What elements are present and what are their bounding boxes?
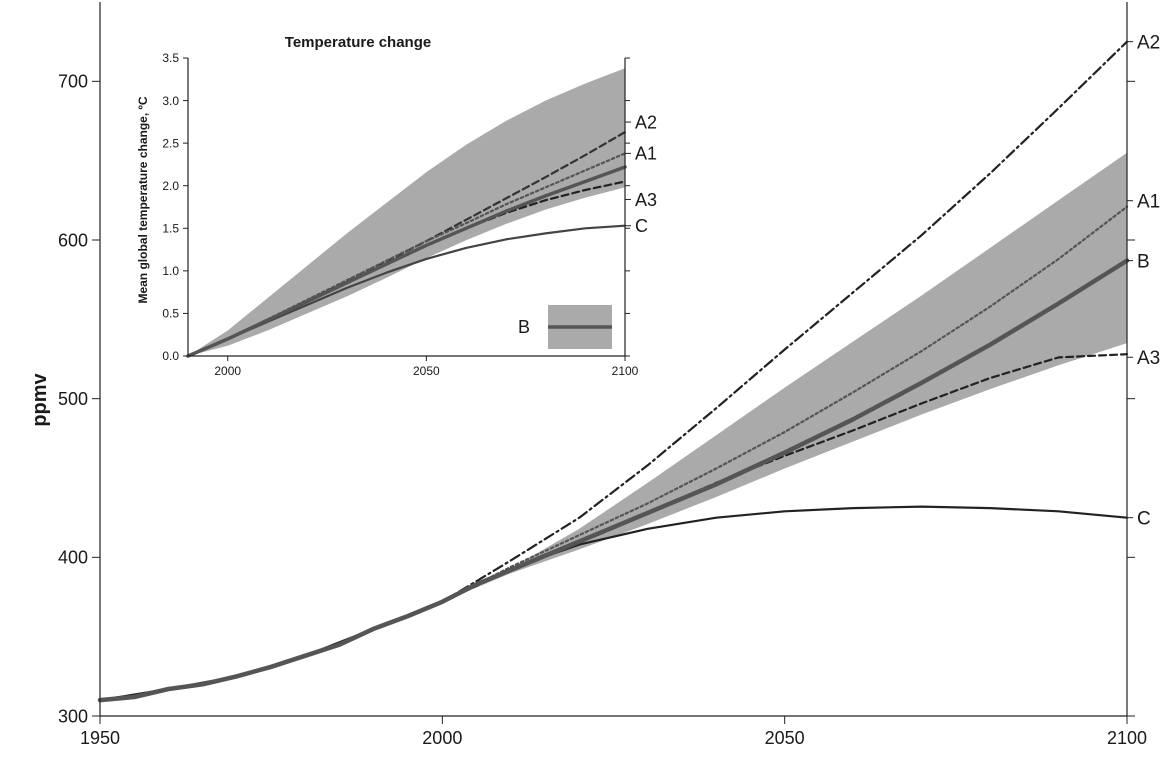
inset-series-b-line	[186, 165, 627, 358]
main-end-labels: A2 A1 B A3 C	[1127, 32, 1160, 529]
x-tick-label: 2000	[422, 728, 462, 748]
y-tick-label: 400	[58, 548, 88, 568]
end-label-b: B	[1137, 251, 1150, 272]
legend-label: B	[518, 317, 530, 337]
inset-y-tick-label: 2.0	[162, 179, 179, 193]
inset-y-tick-label: 3.5	[162, 51, 179, 65]
main-ticks: 300 400 500 600 700 1950 2000 2050 2100	[58, 72, 1147, 748]
y-tick-label: 500	[58, 389, 88, 409]
band-area	[442, 152, 1127, 602]
inset-end-label-a1: A1	[635, 144, 657, 164]
inset-x-tick-label: 2000	[214, 364, 241, 378]
inset-series-group	[186, 131, 627, 358]
inset-x-tick-label: 2050	[413, 364, 440, 378]
inset-y-tick-label: 1.5	[162, 221, 179, 235]
inset-end-label-c: C	[635, 216, 648, 236]
inset-y-tick-label: 2.5	[162, 136, 179, 150]
inset-ticks: 0.0 0.5 1.0 1.5 2.0 2.5 3.0 3.5 2000 2050 2100	[162, 51, 638, 378]
inset-y-tick-label: 0.0	[162, 349, 179, 363]
x-tick-label: 2050	[765, 728, 805, 748]
inset-end-label-a2: A2	[635, 112, 657, 132]
inset-y-tick-label: 3.0	[162, 94, 179, 108]
y-axis-label: ppmv	[29, 372, 51, 426]
inset-y-axis-label: Mean global temperature change, ºC	[136, 96, 150, 303]
inset-title: Temperature change	[285, 34, 431, 51]
series-b-line	[97, 258, 1130, 703]
y-tick-label: 600	[58, 230, 88, 250]
inset-uncertainty-band-b	[188, 68, 625, 356]
inset-x-tick-label: 2100	[612, 364, 639, 378]
inset-end-labels: A2 A1 A3 C	[625, 112, 657, 236]
end-label-a2: A2	[1137, 32, 1160, 53]
uncertainty-band-b	[442, 152, 1127, 602]
y-tick-label: 300	[58, 706, 88, 726]
series-a2-line	[441, 40, 1129, 603]
main-series-group	[97, 40, 1130, 703]
x-tick-label: 2100	[1107, 728, 1147, 748]
inset-y-tick-label: 1.0	[162, 264, 179, 278]
main-axes	[99, 2, 1128, 717]
inset-end-label-a3: A3	[635, 190, 657, 210]
inset-legend: B	[518, 305, 612, 349]
series-a1-line	[441, 205, 1129, 603]
inset-y-tick-label: 0.5	[162, 307, 179, 321]
inset-band-area	[188, 68, 625, 356]
end-label-a1: A1	[1137, 191, 1160, 212]
end-label-c: C	[1137, 508, 1151, 529]
x-tick-label: 1950	[80, 728, 120, 748]
inset-axes	[187, 58, 626, 357]
end-label-a3: A3	[1137, 348, 1160, 369]
y-tick-label: 700	[58, 72, 88, 92]
main-plot: 300 400 500 600 700 1950 2000 2050 2100 A2 A1 B A3 C…	[29, 2, 1160, 748]
